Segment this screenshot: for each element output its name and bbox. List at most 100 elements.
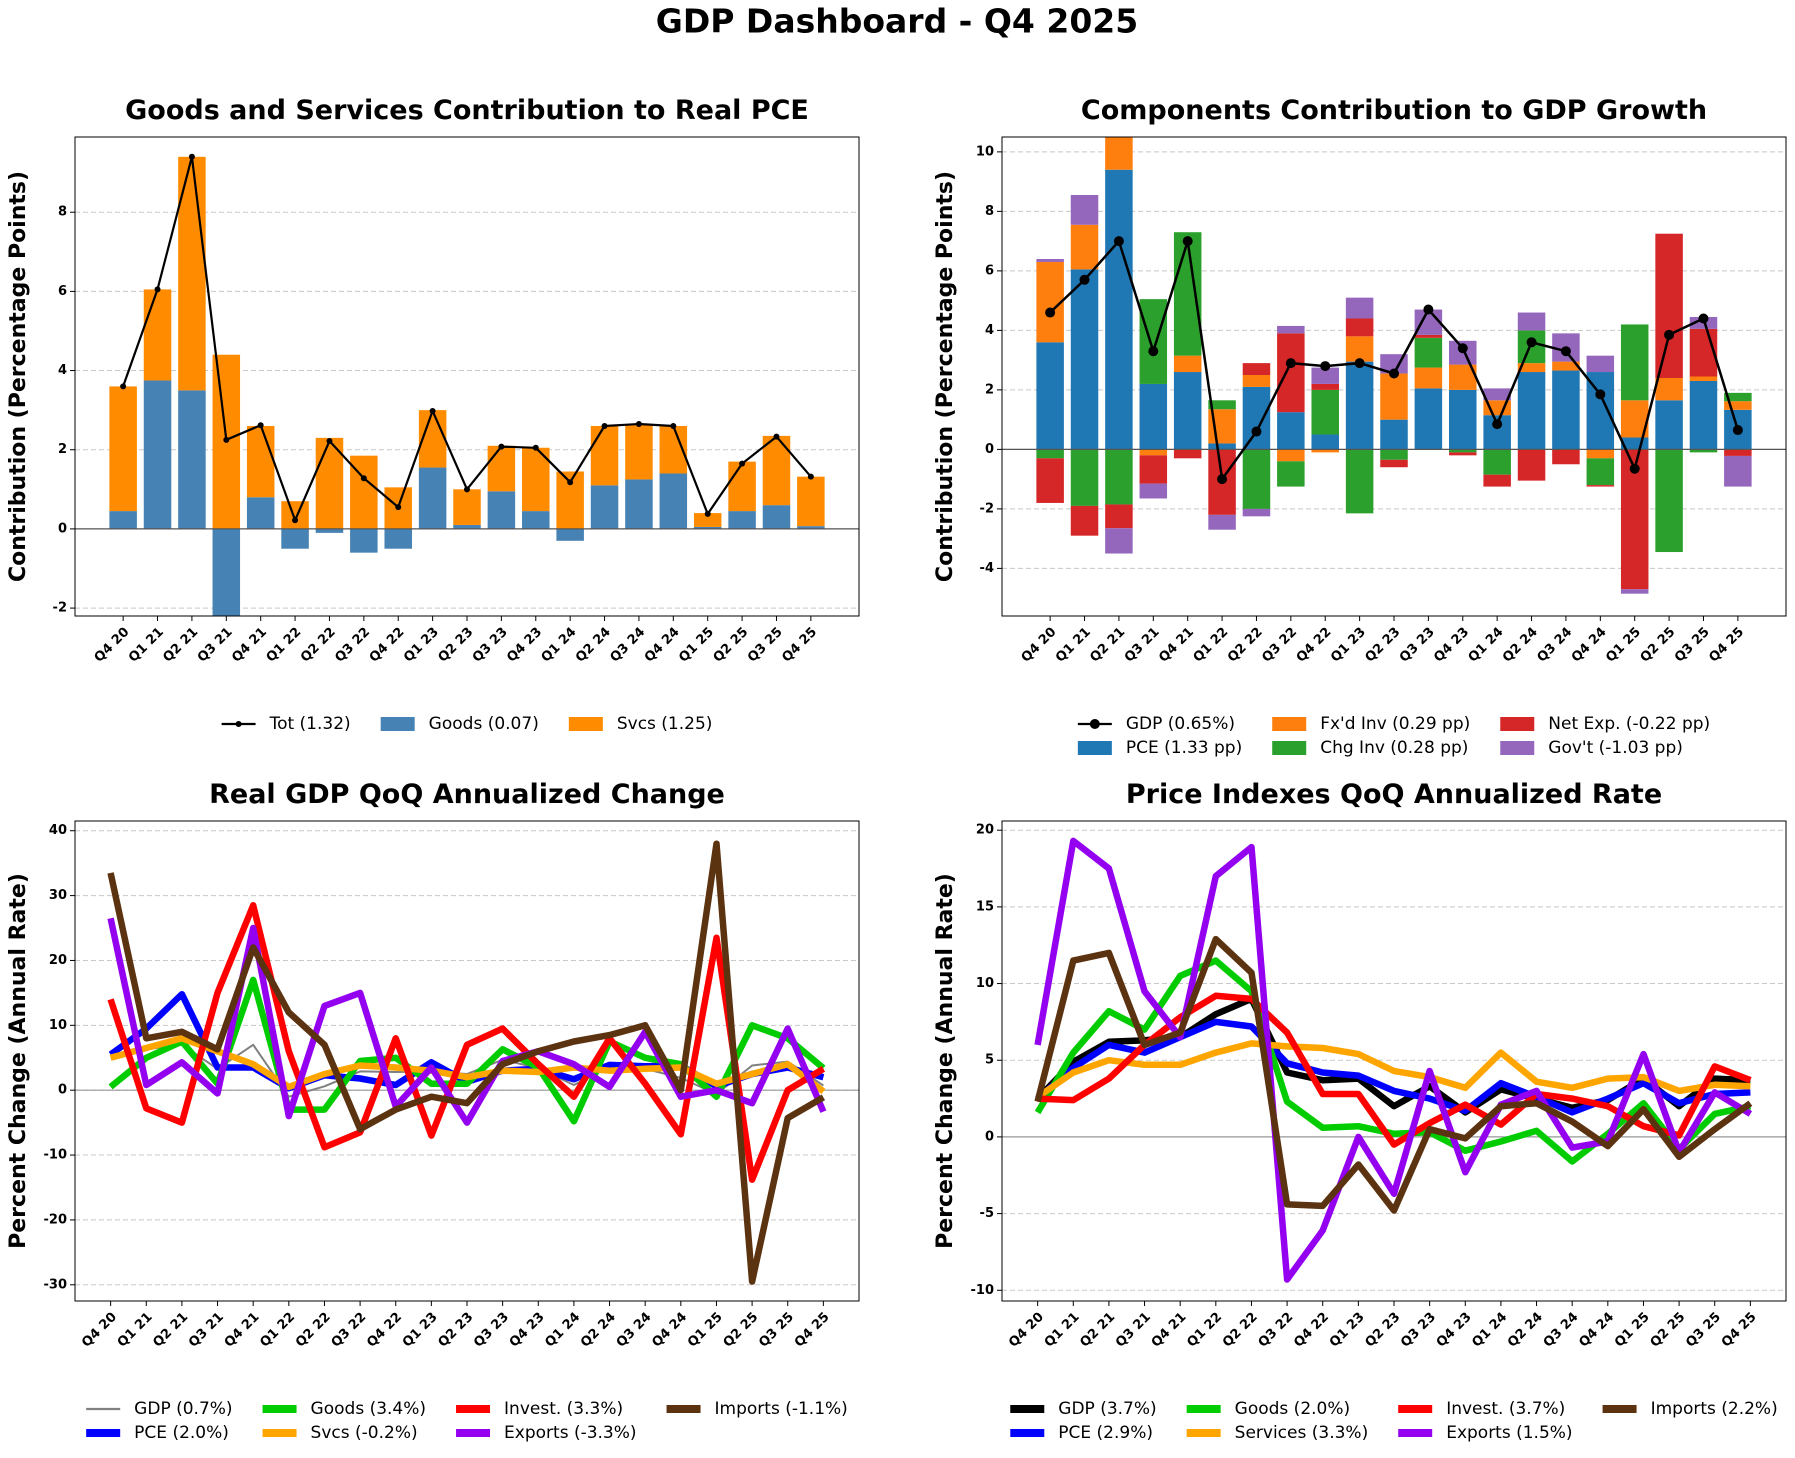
legend-label: Chg Inv (0.28 pp) bbox=[1320, 738, 1468, 758]
legend-label: Svcs (-0.2%) bbox=[311, 1423, 418, 1443]
bar bbox=[1345, 449, 1374, 514]
bar bbox=[1070, 269, 1099, 450]
x-tick-label: Q2 21 bbox=[1087, 625, 1128, 666]
line-marker bbox=[1320, 361, 1331, 372]
bar bbox=[1620, 589, 1649, 594]
y-tick-label: 2 bbox=[985, 382, 994, 397]
bar bbox=[1105, 504, 1133, 529]
x-tick-label: Q3 25 bbox=[745, 625, 786, 666]
x-tick-label: Q2 22 bbox=[1225, 625, 1266, 666]
line-marker bbox=[464, 486, 470, 493]
legend-label: Invest. (3.3%) bbox=[504, 1399, 623, 1419]
x-tick-label: Q3 25 bbox=[1683, 1310, 1724, 1351]
x-tick-label: Q4 20 bbox=[1019, 625, 1060, 666]
series-line bbox=[107, 917, 827, 1126]
x-tick-label: Q1 24 bbox=[1466, 625, 1507, 666]
y-tick-label: 15 bbox=[976, 899, 994, 914]
x-tick-label: Q1 23 bbox=[1327, 1310, 1368, 1351]
bar bbox=[1380, 449, 1408, 460]
y-tick-label: -2 bbox=[53, 601, 67, 616]
x-tick-label: Q3 24 bbox=[614, 1310, 655, 1351]
x-tick-label: Q4 22 bbox=[364, 1310, 405, 1351]
line-marker bbox=[292, 517, 299, 524]
x-tick-label: Q4 21 bbox=[1149, 1310, 1190, 1351]
x-tick-label: Q4 21 bbox=[1156, 625, 1197, 666]
bar bbox=[1277, 449, 1305, 462]
bar bbox=[1311, 389, 1339, 435]
y-axis-label: Percent Change (Annual Rate) bbox=[933, 873, 958, 1249]
line-marker bbox=[120, 383, 127, 390]
x-tick-label: Q2 23 bbox=[435, 1310, 476, 1351]
bar bbox=[1449, 389, 1477, 450]
line-marker bbox=[739, 460, 746, 467]
line-marker bbox=[326, 438, 333, 445]
x-tick-label: Q2 22 bbox=[298, 625, 339, 666]
legend-item: GDP (3.7%) bbox=[1010, 1399, 1157, 1419]
bar bbox=[1242, 363, 1271, 376]
bar bbox=[1380, 419, 1408, 450]
bar bbox=[625, 424, 653, 480]
x-tick-label: Q4 24 bbox=[642, 625, 683, 666]
line-marker bbox=[1251, 426, 1262, 437]
legend-label: PCE (2.0%) bbox=[134, 1423, 229, 1443]
bar bbox=[1620, 324, 1649, 401]
y-tick-label: 4 bbox=[985, 323, 994, 338]
legend-item: Invest. (3.3%) bbox=[456, 1399, 623, 1419]
line-marker bbox=[601, 422, 608, 429]
x-tick-label: Q2 21 bbox=[150, 1310, 191, 1351]
bar bbox=[1449, 452, 1477, 456]
legend-item: Fx'd Inv (0.29 pp) bbox=[1272, 714, 1470, 734]
bar bbox=[418, 467, 447, 529]
bar bbox=[281, 528, 309, 549]
x-tick-label: Q3 25 bbox=[1672, 625, 1713, 666]
y-tick-label: 10 bbox=[976, 144, 994, 159]
bar bbox=[728, 511, 756, 529]
line-marker bbox=[1423, 304, 1434, 315]
bar bbox=[1173, 355, 1202, 373]
bar bbox=[1414, 367, 1443, 389]
bar bbox=[1552, 449, 1580, 465]
bar bbox=[1586, 458, 1615, 486]
legend-item: Exports (1.5%) bbox=[1398, 1423, 1573, 1443]
x-tick-label: Q4 23 bbox=[504, 625, 545, 666]
x-tick-label: Q4 24 bbox=[1569, 625, 1610, 666]
x-tick-label: Q1 23 bbox=[401, 625, 442, 666]
line-marker bbox=[532, 444, 539, 451]
legend-label: Tot (1.32) bbox=[269, 714, 351, 734]
legend-item: Svcs (1.25) bbox=[568, 714, 712, 734]
x-tick-label: Q1 22 bbox=[1184, 1310, 1225, 1351]
bar bbox=[1139, 449, 1168, 456]
legend-item: Net Exp. (-0.22 pp) bbox=[1500, 714, 1710, 734]
legend-item: Goods (3.4%) bbox=[262, 1399, 426, 1419]
y-axis-label: Contribution (Percentage Points) bbox=[933, 171, 958, 582]
y-tick-label: 0 bbox=[58, 1083, 67, 1098]
line-marker bbox=[1457, 343, 1468, 354]
x-tick-label: Q2 22 bbox=[293, 1310, 334, 1351]
y-tick-label: -30 bbox=[44, 1277, 68, 1292]
y-tick-label: 4 bbox=[58, 363, 67, 378]
line-marker bbox=[1113, 236, 1124, 247]
legend-label: Exports (1.5%) bbox=[1446, 1423, 1572, 1443]
bar bbox=[1517, 449, 1546, 481]
bar bbox=[1036, 342, 1064, 450]
line-marker bbox=[1045, 307, 1056, 318]
line-marker bbox=[773, 433, 780, 440]
y-tick-label: -4 bbox=[980, 561, 994, 576]
x-tick-label: Q1 25 bbox=[1612, 1310, 1653, 1351]
x-tick-label: Q3 23 bbox=[471, 1310, 512, 1351]
line-marker bbox=[1217, 474, 1228, 485]
x-tick-label: Q3 21 bbox=[1122, 625, 1163, 666]
line-marker bbox=[1354, 358, 1365, 369]
bar bbox=[1173, 449, 1202, 459]
bar bbox=[1483, 449, 1511, 475]
x-tick-label: Q2 25 bbox=[1638, 625, 1679, 666]
bar bbox=[1036, 258, 1064, 262]
plot-frame bbox=[74, 136, 860, 617]
x-tick-label: Q4 25 bbox=[1719, 1310, 1760, 1351]
x-tick-label: Q3 24 bbox=[1541, 1310, 1582, 1351]
x-tick-label: Q4 23 bbox=[1431, 625, 1472, 666]
legend-swatch bbox=[380, 717, 415, 731]
legend-item: GDP (0.65%) bbox=[1077, 714, 1235, 734]
bar bbox=[1552, 361, 1580, 371]
